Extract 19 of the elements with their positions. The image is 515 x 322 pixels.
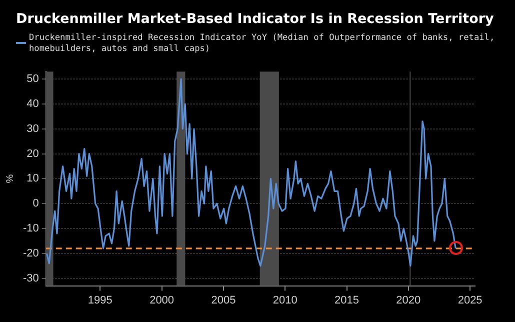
y-tick-label: 50 <box>26 73 39 86</box>
x-tick-label: 2010 <box>272 294 298 306</box>
x-tick-label: 1995 <box>88 294 112 306</box>
y-tick-label: -10 <box>22 222 39 235</box>
y-tick-label: -20 <box>22 247 39 260</box>
y-axis-title: % <box>4 174 16 184</box>
y-tick-label: 40 <box>26 98 39 110</box>
y-tick-label: 20 <box>26 148 39 160</box>
x-tick-label: 2005 <box>211 294 236 306</box>
chart-title: Druckenmiller Market-Based Indicator Is in Recession Territory <box>16 11 494 27</box>
x-tick-label: 2000 <box>150 294 174 306</box>
y-tick-label: 0 <box>32 198 39 210</box>
x-tick-label: 2015 <box>334 294 360 306</box>
y-tick-label: -30 <box>22 272 39 284</box>
x-tick-label: 2025 <box>458 294 482 306</box>
y-tick-label: 10 <box>26 172 39 185</box>
legend-label: Druckenmiller-inspired Recession Indicator YoY (Median of Outperformance of banks, retail, homebuilders, autos and small caps) <box>29 33 496 55</box>
x-tick-label: 2020 <box>396 294 421 306</box>
y-tick-label: 30 <box>26 122 39 135</box>
